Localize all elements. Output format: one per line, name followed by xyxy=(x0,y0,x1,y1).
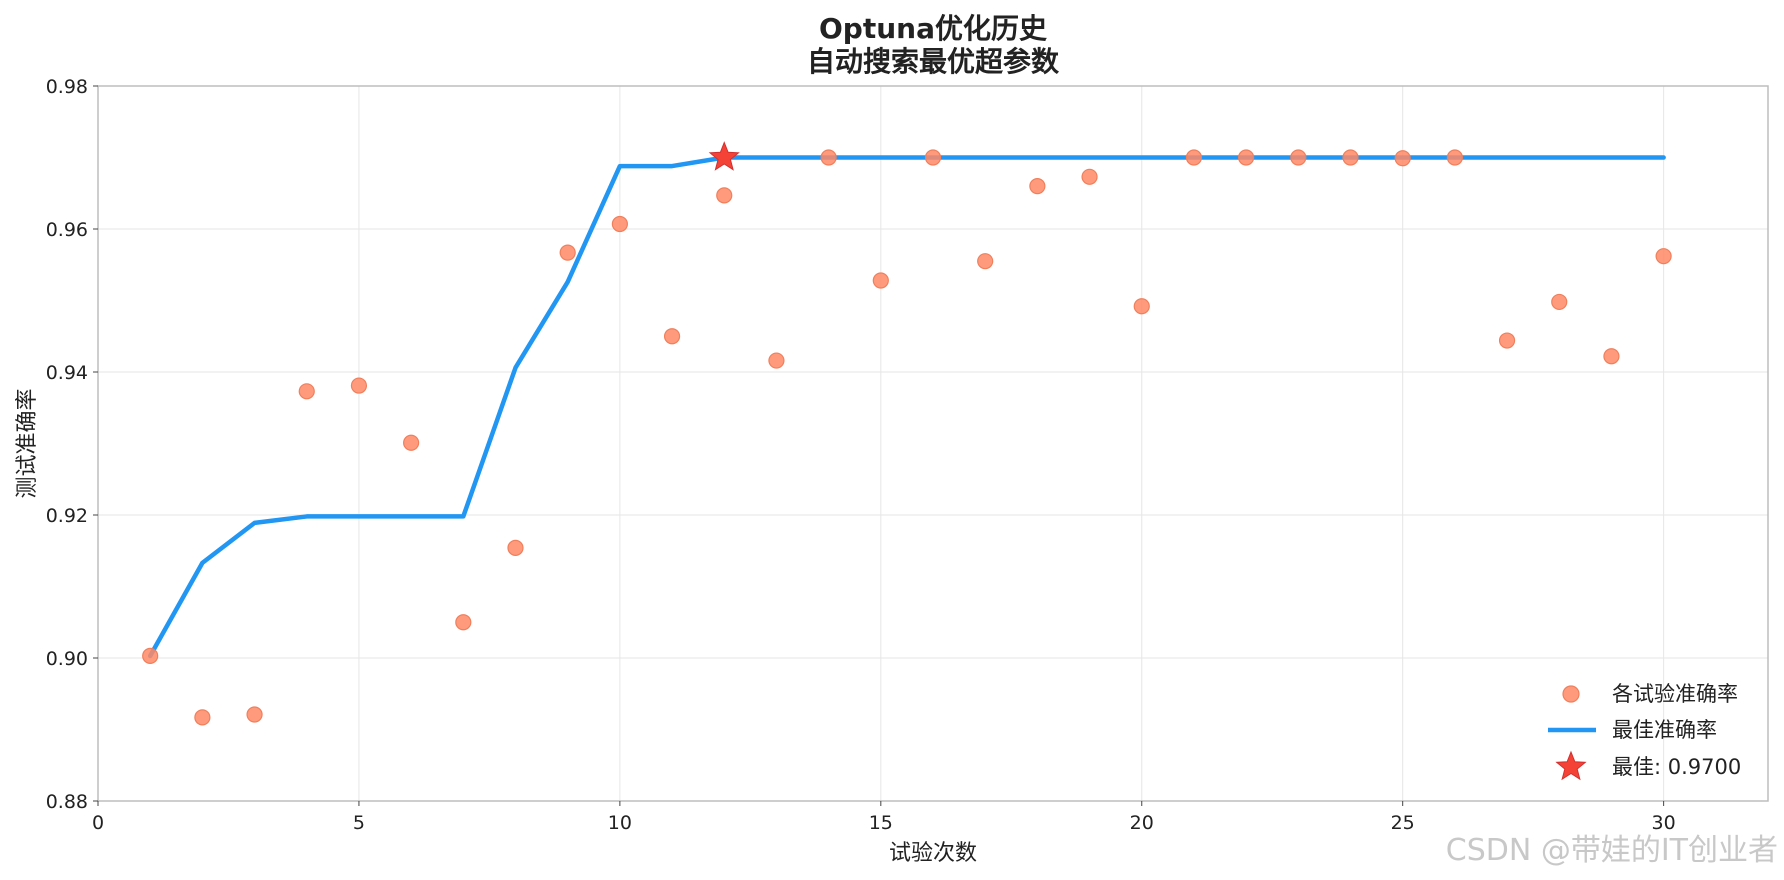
y-tick-label: 0.90 xyxy=(46,648,88,670)
watermark: CSDN @带娃的IT创业者 xyxy=(1446,833,1778,868)
x-tick-label: 10 xyxy=(608,812,632,834)
legend-label: 最佳: 0.9700 xyxy=(1612,755,1741,779)
y-axis-label: 测试准确率 xyxy=(15,388,40,498)
trial-point xyxy=(1185,149,1203,166)
chart-title-line-1: Optuna优化历史 xyxy=(819,12,1047,45)
trial-point xyxy=(1603,348,1620,365)
trial-point xyxy=(298,383,315,400)
y-tick-label: 0.88 xyxy=(46,791,88,813)
best-star-marker xyxy=(708,141,740,171)
trial-point xyxy=(872,272,889,289)
x-axis-label: 试验次数 xyxy=(889,841,977,866)
chart-title-line-2: 自动搜索最优超参数 xyxy=(807,45,1060,78)
legend-swatch-star xyxy=(1555,750,1587,781)
trial-point xyxy=(1081,168,1098,185)
trial-point xyxy=(1133,298,1150,315)
trial-point xyxy=(820,149,837,166)
trial-point xyxy=(1290,149,1307,166)
trial-point xyxy=(142,647,159,664)
trial-point xyxy=(663,328,681,345)
grid-lines xyxy=(97,85,1768,802)
trial-point xyxy=(455,614,472,631)
trial-point xyxy=(768,352,785,369)
trial-point xyxy=(716,187,733,204)
trial-point xyxy=(350,377,368,394)
trial-point xyxy=(1029,178,1046,195)
trial-point xyxy=(1394,150,1411,167)
x-tick-label: 25 xyxy=(1391,812,1415,834)
trial-point xyxy=(559,244,576,261)
trial-point xyxy=(1238,149,1255,166)
best-accuracy-line xyxy=(147,155,1666,659)
trial-point xyxy=(1498,332,1516,349)
trial-point xyxy=(507,539,524,556)
trial-point xyxy=(1342,149,1359,166)
trial-point xyxy=(194,709,211,726)
y-axis-ticks: 0.88 0.90 0.92 0.94 0.96 0.98 xyxy=(46,76,98,813)
x-tick-label: 15 xyxy=(869,812,893,834)
x-tick-label: 30 xyxy=(1652,812,1676,834)
x-axis-ticks: 0 5 10 15 20 25 30 xyxy=(92,801,1676,834)
trial-point xyxy=(977,253,994,270)
y-tick-label: 0.96 xyxy=(46,219,88,241)
plot-frame xyxy=(97,85,1769,802)
x-tick-label: 20 xyxy=(1130,812,1154,834)
trial-point xyxy=(246,706,263,723)
trial-point xyxy=(924,149,942,166)
trial-point xyxy=(611,215,628,233)
trial-point xyxy=(1446,149,1463,166)
legend-label: 最佳准确率 xyxy=(1612,718,1717,742)
y-tick-label: 0.98 xyxy=(46,76,88,98)
legend-label: 各试验准确率 xyxy=(1612,682,1738,706)
y-tick-label: 0.92 xyxy=(46,505,88,527)
y-tick-label: 0.94 xyxy=(46,362,88,384)
trial-point xyxy=(403,434,420,451)
trial-point xyxy=(1655,248,1672,265)
trial-point xyxy=(1551,293,1568,311)
legend-swatch-scatter xyxy=(1562,685,1580,703)
x-tick-label: 5 xyxy=(353,812,365,834)
series-layer xyxy=(142,141,1672,726)
x-tick-label: 0 xyxy=(92,812,104,834)
